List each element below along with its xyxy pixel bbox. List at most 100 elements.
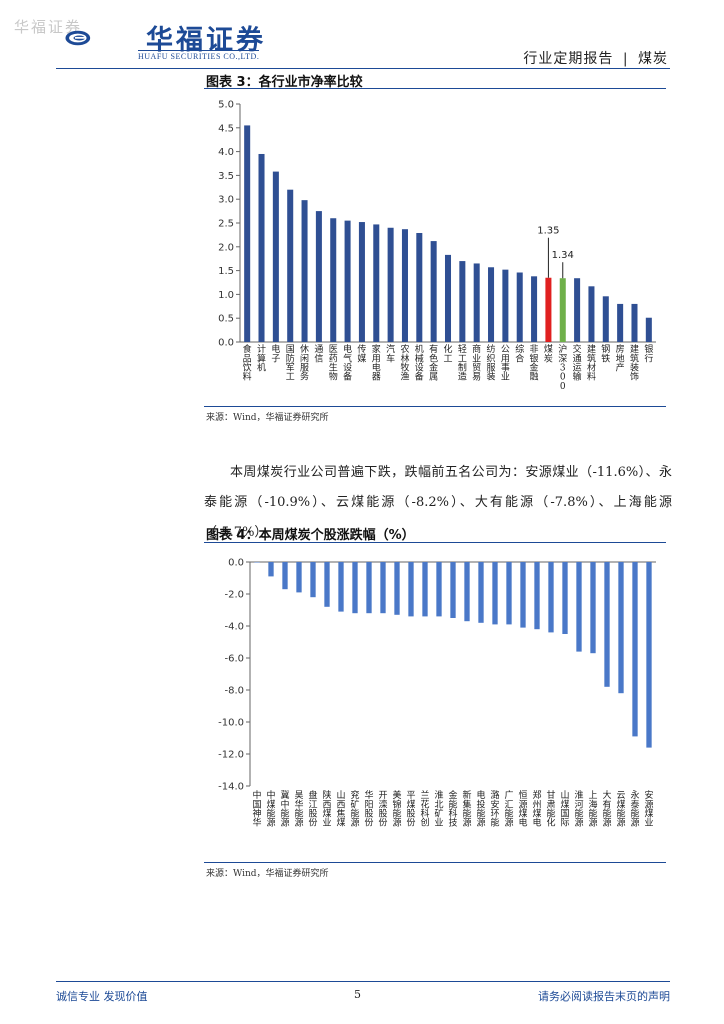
- figure3-category-label: 综合: [515, 343, 524, 364]
- figure3-bar: [516, 272, 523, 342]
- figure3-category-label: 钢铁: [601, 343, 610, 364]
- figure3-y-tick-label: 5.0: [218, 100, 234, 111]
- figure3-bar: [444, 254, 452, 342]
- figure3-bar: [645, 317, 652, 342]
- figure3-bar: [574, 278, 581, 342]
- figure4-category-label: 金能科技: [448, 789, 457, 829]
- header-report-type: 行业定期报告 | 煤炭: [523, 48, 668, 68]
- figure4-bar: [408, 562, 414, 617]
- figure4-bar: [520, 562, 526, 628]
- figure4-bar: [492, 562, 498, 625]
- figure3-bar: [258, 153, 265, 342]
- figure4-category-label: 开滦股份: [378, 790, 387, 829]
- figure3-bar: [358, 222, 365, 342]
- figure4-bar: [534, 562, 540, 630]
- figure3-bar: [488, 267, 495, 342]
- summary-paragraph: 本周煤炭行业公司普遍下跌，跌幅前五名公司为：安源煤业（-11.6%）、永泰能源（…: [204, 465, 672, 540]
- figure4-y-tick-label: -14.0: [218, 782, 244, 793]
- figure3-data-label: 1.35: [537, 226, 559, 237]
- figure3-category-label: 房地产: [616, 343, 625, 373]
- figure4-category-label: 永泰能源: [630, 789, 639, 829]
- figure3-bar: [315, 211, 322, 342]
- figure3-category-label: 银行: [644, 343, 653, 364]
- figure3-category-label: 医药生物: [329, 344, 338, 383]
- figure4-category-label: 兰花科创: [420, 789, 429, 829]
- figure4-bar: [618, 562, 624, 694]
- figure3-category-label: 汽车: [386, 343, 395, 364]
- figure4-bar: [296, 562, 302, 593]
- report-type: 行业定期报告: [523, 51, 614, 67]
- figure4-bar: [562, 562, 568, 634]
- figure4-category-label: 中国神华: [252, 789, 261, 829]
- figure4-bar: [282, 562, 288, 590]
- figure4-bar: [604, 562, 610, 687]
- figure3-bar: [344, 220, 351, 342]
- figure4-bar: [324, 562, 330, 607]
- watermark: 华福证券: [14, 18, 83, 36]
- figure4-category-label: 电投能源: [476, 789, 485, 829]
- figure3-category-label: 商业贸易: [472, 343, 481, 383]
- figure3-y-tick-label: 3.0: [218, 195, 234, 206]
- figure3-category-label: 休闲服务: [300, 343, 309, 383]
- figure4-bar: [548, 562, 554, 633]
- logo-emblem: [65, 30, 91, 46]
- figure3-category-label: 公用事业: [501, 344, 510, 383]
- figure4-category-label: 山煤国际: [560, 790, 569, 829]
- figure3-bar: [287, 189, 294, 342]
- figure4-bar: [338, 562, 344, 612]
- figure4-category-label: 盘江股份: [308, 789, 317, 829]
- figure4-y-tick-label: 0.0: [228, 558, 244, 569]
- figure4-title-divider: [204, 542, 666, 543]
- figure3-bar: [459, 261, 466, 342]
- figure4-category-label: 新集能源: [462, 789, 471, 829]
- figure3-bar: [244, 125, 251, 342]
- figure3-bar: [387, 227, 394, 342]
- figure4-y-tick-label: -2.0: [224, 590, 244, 601]
- figure3-bar: [330, 218, 337, 342]
- figure4-bar: [646, 562, 652, 748]
- figure3-category-label: 有色金属: [429, 343, 438, 383]
- header-separator: |: [622, 51, 629, 67]
- figure4-source: 来源：Wind，华福证券研究所: [206, 869, 329, 879]
- figure4-source-divider: [204, 862, 666, 863]
- header-divider: [56, 68, 670, 69]
- page-number: 5: [354, 988, 361, 1001]
- figure3-y-tick-label: 0.0: [218, 338, 234, 349]
- figure4-bar: [352, 562, 358, 614]
- figure3-category-label: 沪深 3 0 0: [558, 343, 567, 392]
- figure4-category-label: 中煤能源: [266, 789, 275, 829]
- figure3-bar: [416, 232, 423, 342]
- figure4-bar: [422, 562, 428, 617]
- figure4-bar: [268, 562, 274, 577]
- figure4-bar: [380, 562, 386, 614]
- figure4-category-label: 山西焦煤: [336, 790, 345, 829]
- figure3-y-tick-label: 1.0: [218, 290, 234, 301]
- figure3-category-label: 通信: [314, 344, 323, 364]
- figure3-y-tick-label: 3.5: [218, 171, 234, 182]
- footer-slogan: 诚信专业 发现价值: [56, 990, 148, 1003]
- logo-text-en: HUAFU SECURITIES CO.,LTD.: [138, 50, 260, 61]
- figure4-category-label: 兖矿能源: [350, 789, 359, 829]
- figure4-category-label: 华阳股份: [364, 789, 373, 829]
- figure3-bar: [272, 171, 279, 342]
- figure3-bar: [588, 286, 595, 342]
- figure4-bar: [366, 562, 372, 614]
- figure3-category-label: 交通运输: [573, 343, 582, 383]
- figure3-category-label: 煤炭: [544, 343, 553, 364]
- figure4-category-label: 潞安环能: [490, 789, 499, 829]
- figure4-category-label: 大有能源: [602, 789, 611, 829]
- figure4-category-label: 平煤股份: [406, 790, 415, 829]
- figure3-bar: [502, 269, 509, 342]
- figure4-category-label: 淮河能源: [574, 790, 583, 829]
- figure3-bar: [545, 277, 552, 342]
- figure4-y-tick-label: -6.0: [224, 654, 244, 665]
- figure4-category-label: 恒源煤电: [518, 789, 527, 829]
- figure4-bar: [478, 562, 484, 623]
- figure3-source: 来源：Wind，华福证券研究所: [206, 413, 329, 423]
- figure4-bar: [436, 562, 442, 617]
- figure3-y-tick-label: 2.5: [218, 219, 234, 230]
- figure4-bar: [632, 562, 638, 737]
- figure3-source-divider: [204, 406, 666, 407]
- figure3-data-label: 1.34: [552, 250, 574, 261]
- figure3-bar: [531, 276, 538, 342]
